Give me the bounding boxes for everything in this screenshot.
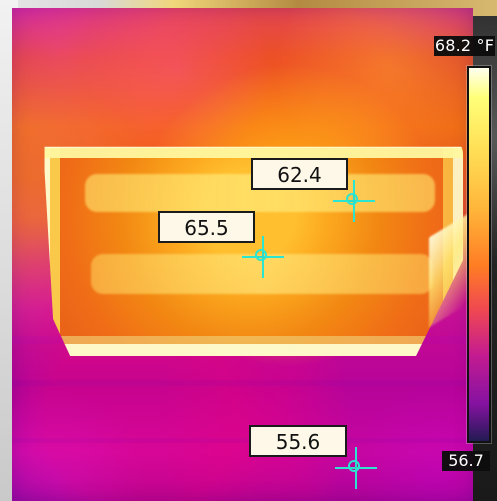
temperature-scale-min: 56.7 — [442, 451, 490, 471]
temperature-marker-label-3: 55.6 — [249, 425, 347, 457]
temperature-scale-bar — [467, 66, 491, 443]
temperature-scale-max: 68.2 °F — [434, 36, 495, 56]
temperature-marker-label-1: 62.4 — [251, 158, 348, 190]
temperature-marker-label-2: 65.5 — [158, 211, 255, 243]
heater-hotspot-frame — [44, 146, 463, 356]
thermal-image — [12, 8, 473, 501]
